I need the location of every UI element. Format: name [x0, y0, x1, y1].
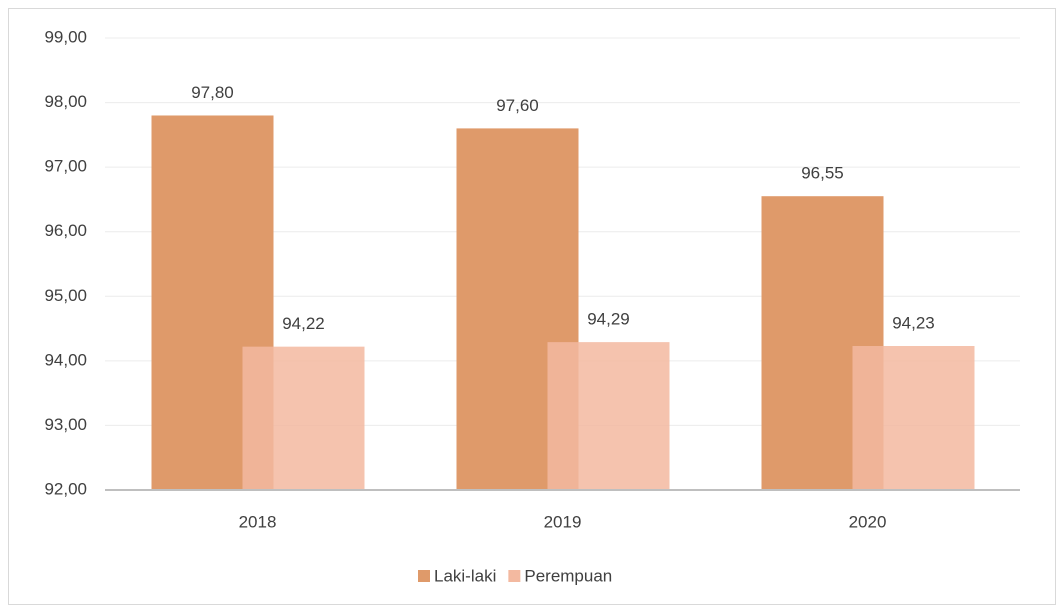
y-tick-label: 92,00: [44, 479, 87, 498]
x-tick-label: 2019: [544, 512, 582, 531]
data-label: 96,55: [801, 164, 844, 183]
legend-label: Perempuan: [524, 566, 612, 585]
y-tick-label: 94,00: [44, 350, 87, 369]
bar: [547, 342, 670, 490]
x-tick-label: 2018: [239, 512, 277, 531]
y-tick-label: 95,00: [44, 286, 87, 305]
legend-swatch: [418, 570, 430, 582]
legend-label: Laki-laki: [434, 566, 496, 585]
x-tick-label: 2020: [849, 512, 887, 531]
bar: [242, 346, 365, 490]
y-tick-label: 93,00: [44, 415, 87, 434]
legend-swatch: [508, 570, 521, 582]
y-tick-label: 99,00: [44, 27, 87, 46]
data-label: 97,60: [496, 96, 539, 115]
y-tick-label: 97,00: [44, 157, 87, 176]
data-label: 94,22: [282, 314, 325, 333]
data-label: 94,29: [587, 310, 630, 329]
data-label: 94,23: [892, 313, 935, 332]
data-label: 97,80: [191, 83, 234, 102]
y-tick-label: 96,00: [44, 221, 87, 240]
y-tick-label: 98,00: [44, 92, 87, 111]
bar: [852, 346, 975, 490]
